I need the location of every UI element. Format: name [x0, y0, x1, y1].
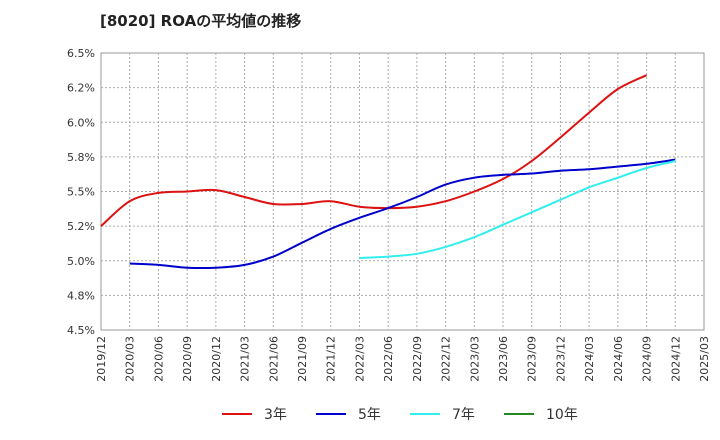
x-tick-label: 2022/03 [353, 336, 366, 382]
x-tick-label: 2020/12 [210, 336, 223, 382]
legend-label: 10年 [546, 407, 578, 423]
x-tick-label: 2023/12 [554, 336, 567, 382]
x-tick-label: 2021/03 [239, 336, 252, 382]
y-tick-label: 4.8% [67, 289, 95, 302]
legend-label: 5年 [358, 407, 381, 423]
y-axis-ticks: 6.5% 6.2% 6.0% 5.8% 5.5% 5.2% 5.0% 4.8% 4.5% [67, 47, 95, 337]
y-tick-label: 6.2% [67, 82, 95, 95]
x-tick-label: 2023/03 [468, 336, 481, 382]
y-tick-label: 6.0% [67, 116, 95, 129]
x-tick-label: 2024/09 [641, 336, 654, 382]
x-tick-label: 2022/09 [411, 336, 424, 382]
legend-label: 3年 [264, 407, 287, 423]
y-tick-label: 4.5% [67, 324, 95, 337]
legend: 3年 5年 7年 10年 [222, 407, 578, 423]
series-line-1 [100, 74, 648, 227]
grid-lines [101, 53, 704, 330]
x-tick-label: 2021/09 [296, 336, 309, 382]
x-tick-label: 2021/06 [267, 336, 280, 382]
y-tick-label: 5.0% [67, 255, 95, 268]
x-tick-label: 2024/03 [583, 336, 596, 382]
x-axis-ticks: 2019/12 2020/03 2020/06 2020/09 2020/12 2021/… [95, 336, 711, 382]
x-tick-label: 2022/12 [440, 336, 453, 382]
y-tick-label: 5.5% [67, 186, 95, 199]
x-tick-label: 2023/09 [526, 336, 539, 382]
series-line-3 [359, 160, 676, 259]
x-tick-label: 2020/09 [181, 336, 194, 382]
x-tick-label: 2022/06 [382, 336, 395, 382]
y-tick-label: 6.5% [67, 47, 95, 60]
x-tick-label: 2020/03 [124, 336, 137, 382]
legend-label: 7年 [452, 407, 475, 423]
x-tick-label: 2020/06 [152, 336, 165, 382]
x-tick-label: 2019/12 [95, 336, 108, 382]
x-tick-label: 2025/03 [698, 336, 711, 382]
x-tick-label: 2023/06 [497, 336, 510, 382]
x-tick-label: 2021/12 [325, 336, 338, 382]
series-lines [100, 74, 676, 269]
series-line-2 [129, 158, 676, 269]
chart-title: [8020] ROAの平均値の推移 [100, 12, 302, 30]
x-tick-label: 2024/06 [612, 336, 625, 382]
y-tick-label: 5.8% [67, 151, 95, 164]
y-tick-label: 5.2% [67, 220, 95, 233]
x-tick-label: 2024/12 [669, 336, 682, 382]
